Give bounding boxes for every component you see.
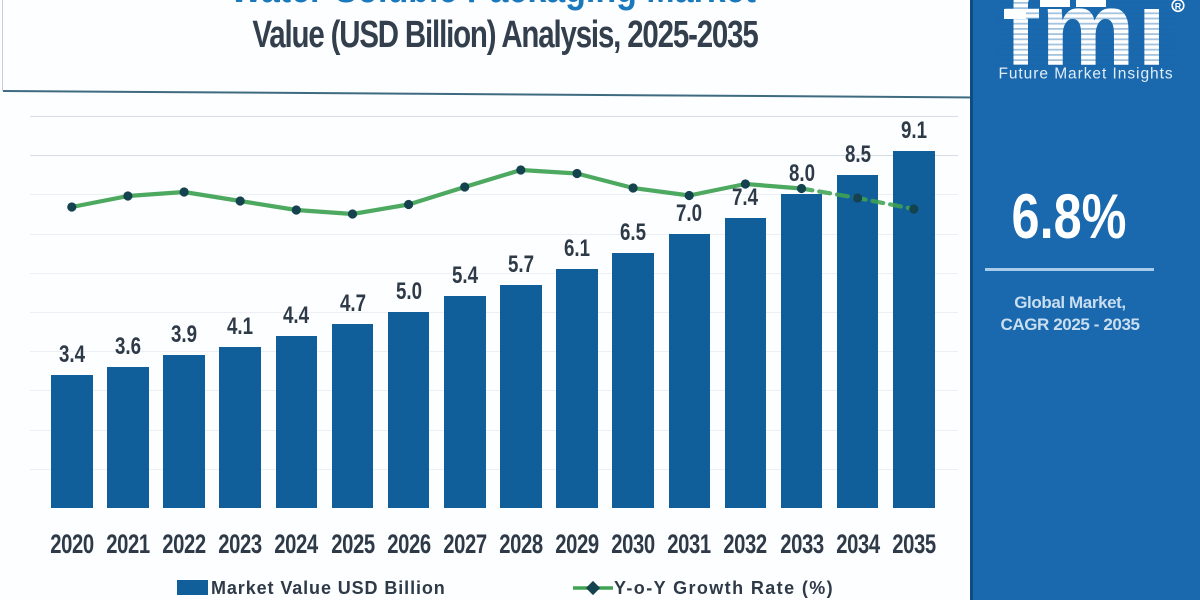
svg-text:fmi: fmi bbox=[1004, 0, 1169, 88]
svg-text:Future Market Insights: Future Market Insights bbox=[998, 66, 1173, 83]
svg-text:R: R bbox=[1175, 2, 1182, 12]
